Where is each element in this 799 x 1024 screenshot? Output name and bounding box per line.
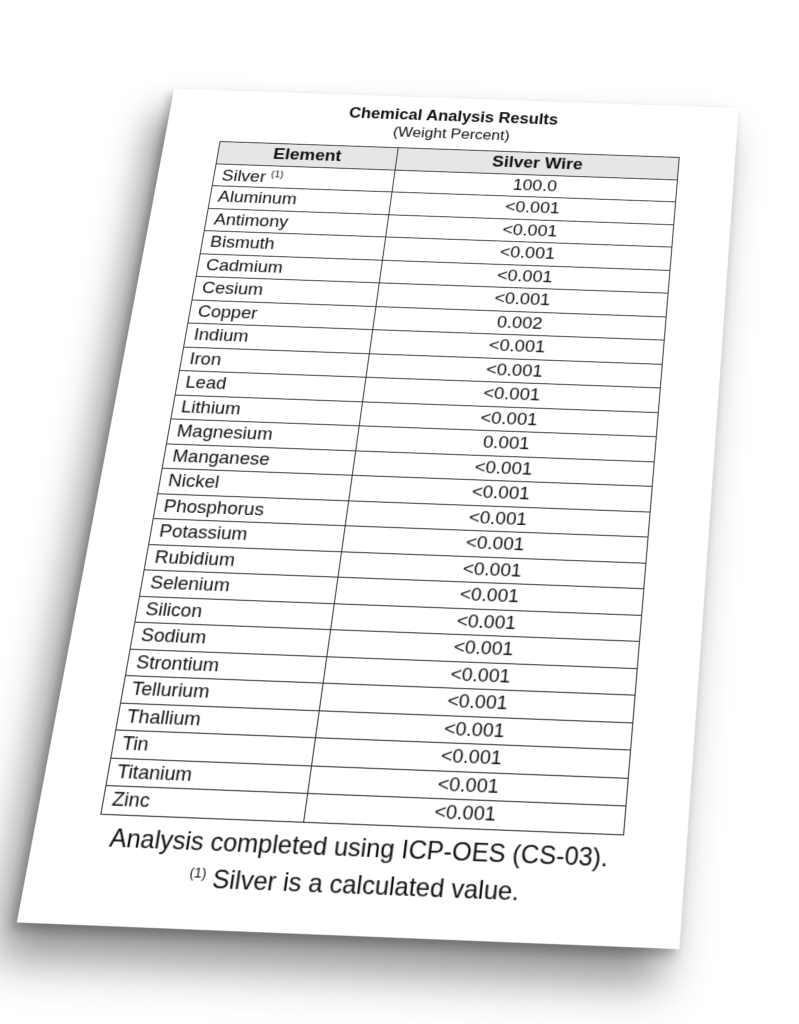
element-name: Silicon: [143, 598, 204, 622]
element-name: Selenium: [148, 572, 232, 597]
element-name: Lead: [183, 373, 228, 394]
element-name: Titanium: [115, 760, 194, 786]
element-name: Potassium: [157, 521, 249, 546]
element-name: Manganese: [170, 446, 272, 470]
element-name: Magnesium: [175, 421, 275, 445]
footnote-mark: (1): [188, 863, 208, 881]
element-name: Antimony: [212, 210, 290, 232]
element-name: Strontium: [134, 651, 221, 677]
analysis-note: Analysis completed using ICP-OES (CS-03)…: [23, 820, 686, 914]
element-name: Cesium: [200, 279, 265, 300]
footnote-mark: (1): [270, 169, 285, 181]
element-name: Indium: [192, 325, 250, 347]
element-name: Tin: [120, 733, 151, 757]
element-name: Zinc: [110, 788, 152, 813]
table-body: Silver (1) 100.0 Aluminum <0.001 Antimony <0.…: [100, 163, 678, 835]
element-name: Iron: [188, 349, 223, 370]
element-name: Cadmium: [204, 256, 285, 277]
element-name: Bismuth: [208, 233, 276, 254]
element-name: Rubidium: [153, 547, 237, 571]
element-name: Nickel: [166, 471, 221, 493]
element-name: Tellurium: [129, 678, 212, 704]
note-calculated: Silver is a calculated value.: [210, 864, 521, 907]
element-name: Copper: [196, 302, 259, 323]
element-name: Lithium: [179, 397, 243, 419]
element-name: Phosphorus: [162, 496, 266, 520]
element-name: Thallium: [125, 705, 203, 731]
analysis-sheet: Chemical Analysis Results (Weight Percen…: [16, 88, 739, 950]
analysis-table: Element Silver Wire Silver (1) 100.0 Alumi…: [100, 141, 680, 835]
element-name: Silver: [220, 167, 268, 187]
element-name: Sodium: [139, 625, 208, 649]
element-name: Aluminum: [216, 188, 298, 209]
